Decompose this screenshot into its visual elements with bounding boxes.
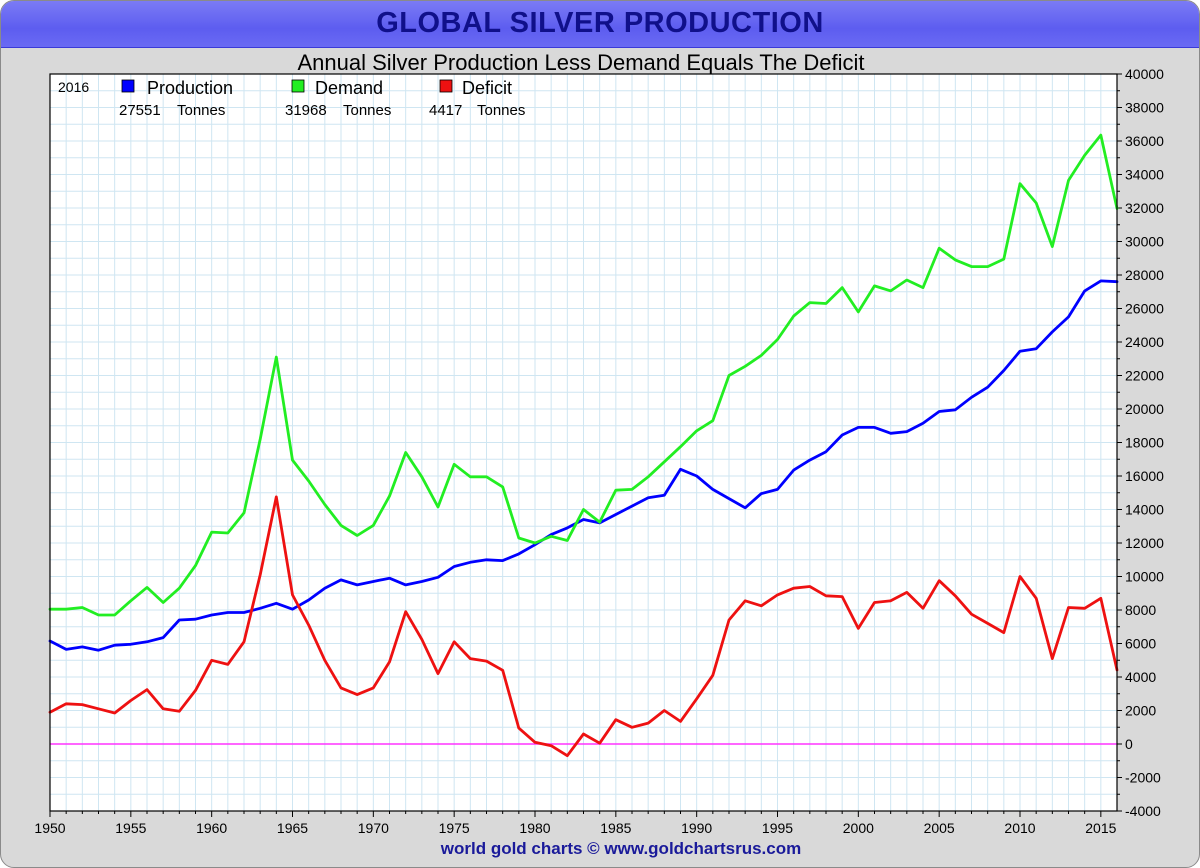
y-tick-label: 10000 [1125, 569, 1164, 585]
x-tick-label: 1995 [762, 820, 793, 836]
axes: 4000038000360003400032000300002800026000… [34, 66, 1164, 836]
series-line-demand [48, 133, 1119, 617]
y-tick-label: 18000 [1125, 435, 1164, 451]
legend-unit-production: Tonnes [177, 102, 225, 119]
y-tick-label: 8000 [1125, 602, 1156, 618]
x-tick-label: 1970 [358, 820, 389, 836]
legend-value-demand: 31968 [285, 102, 327, 119]
legend-value-deficit: 4417 [429, 102, 462, 119]
legend-unit-demand: Tonnes [343, 102, 391, 119]
legend-label-deficit: Deficit [462, 78, 512, 98]
x-tick-label: 1960 [196, 820, 227, 836]
x-tick-label: 1975 [439, 820, 470, 836]
y-tick-label: 12000 [1125, 535, 1164, 551]
y-tick-label: 30000 [1125, 234, 1164, 250]
chart-subtitle: Annual Silver Production Less Demand Equ… [297, 50, 865, 75]
x-tick-label: 2010 [1004, 820, 1035, 836]
x-tick-label: 1950 [34, 820, 65, 836]
x-tick-label: 1955 [115, 820, 146, 836]
legend-swatch-production [121, 79, 135, 93]
y-tick-label: 38000 [1125, 100, 1164, 116]
y-tick-label: 26000 [1125, 301, 1164, 317]
x-tick-label: 1980 [519, 820, 550, 836]
y-tick-label: 2000 [1125, 703, 1156, 719]
x-tick-label: 2005 [924, 820, 955, 836]
legend-label-production: Production [147, 78, 233, 98]
y-tick-label: 36000 [1125, 133, 1164, 149]
y-tick-label: 34000 [1125, 167, 1164, 183]
y-tick-label: 28000 [1125, 267, 1164, 283]
chart-title: GLOBAL SILVER PRODUCTION [376, 7, 824, 39]
title-bar: GLOBAL SILVER PRODUCTION [1, 1, 1199, 48]
y-tick-label: 16000 [1125, 468, 1164, 484]
y-tick-label: 14000 [1125, 502, 1164, 518]
legend-value-production: 27551 [119, 102, 161, 119]
y-tick-label: 22000 [1125, 368, 1164, 384]
legend-unit-deficit: Tonnes [477, 102, 525, 119]
x-tick-label: 2000 [843, 820, 874, 836]
x-tick-label: 1985 [600, 820, 631, 836]
plot-border [49, 73, 1118, 812]
legend-label-demand: Demand [315, 78, 383, 98]
y-tick-label: 0 [1125, 736, 1133, 752]
series-line-production [48, 279, 1119, 652]
footer-credit: world gold charts © www.goldchartsrus.co… [440, 839, 802, 858]
x-tick-label: 1965 [277, 820, 308, 836]
legend-swatch-demand [291, 79, 305, 93]
series-lines [48, 133, 1119, 758]
y-tick-label: 32000 [1125, 200, 1164, 216]
legend-year: 2016 [58, 79, 89, 95]
legend: 2016 Production 27551 Tonnes Demand 3196… [58, 78, 525, 119]
y-tick-label: 20000 [1125, 401, 1164, 417]
x-tick-label: 1990 [681, 820, 712, 836]
y-tick-label: 4000 [1125, 669, 1156, 685]
y-tick-label: 40000 [1125, 66, 1164, 82]
y-tick-label: -4000 [1125, 803, 1161, 819]
y-tick-label: 24000 [1125, 334, 1164, 350]
legend-swatch-deficit [439, 79, 453, 93]
x-tick-label: 2015 [1085, 820, 1116, 836]
y-tick-label: -2000 [1125, 770, 1161, 786]
grid-lines [50, 74, 1117, 811]
y-tick-label: 6000 [1125, 636, 1156, 652]
series-line-deficit [48, 495, 1119, 758]
